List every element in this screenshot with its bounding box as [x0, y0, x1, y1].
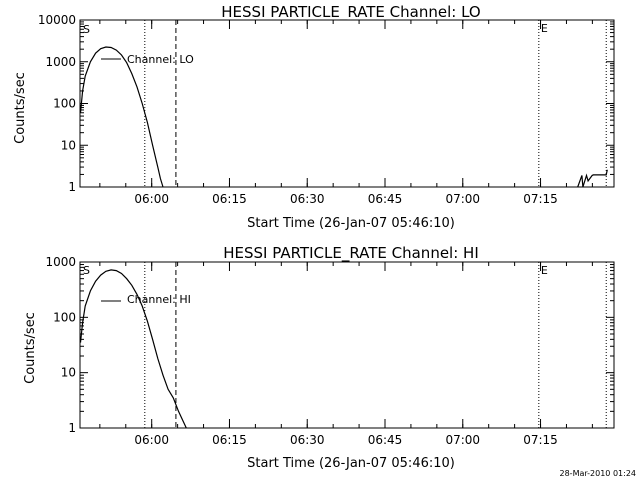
- y-tick-label: 100: [53, 97, 76, 111]
- start-marker: S: [83, 23, 90, 36]
- event-marker-label: E: [541, 22, 548, 35]
- x-tick-label: 06:45: [368, 192, 403, 206]
- panel-lo: HESSI PARTICLE_RATE Channel: LO Start Ti…: [13, 3, 615, 231]
- plot-frame: [79, 19, 615, 188]
- y-tick-label: 1: [68, 421, 76, 435]
- y-tick-label: 100: [53, 310, 76, 324]
- legend-label: Channel: LO: [127, 53, 194, 66]
- y-axis-label: Counts/sec: [23, 312, 38, 384]
- y-axis-label: Counts/sec: [13, 72, 28, 144]
- render-timestamp: 28-Mar-2010 01:24: [560, 469, 637, 478]
- x-tick-label: 06:15: [212, 192, 247, 206]
- x-tick-label: 06:45: [368, 433, 403, 447]
- legend-label: Channel: HI: [127, 293, 191, 306]
- y-tick-label: 1000: [45, 255, 76, 269]
- x-tick-label: 07:00: [445, 192, 480, 206]
- series-line: [577, 169, 608, 188]
- x-tick-label: 06:30: [290, 433, 325, 447]
- x-axis-label: Start Time (26-Jan-07 05:46:10): [247, 456, 455, 471]
- y-tick-label: 1: [68, 180, 76, 194]
- x-tick-label: 06:00: [134, 433, 169, 447]
- start-marker: S: [83, 264, 90, 277]
- panel-hi: HESSI PARTICLE_RATE Channel: HI Start Ti…: [23, 244, 615, 471]
- chart-title: HESSI PARTICLE_RATE Channel: HI: [223, 244, 479, 263]
- x-tick-label: 07:15: [523, 192, 558, 206]
- y-tick-label: 10: [61, 366, 76, 380]
- x-tick-label: 07:00: [445, 433, 480, 447]
- plot-frame: [79, 261, 615, 429]
- chart-title: HESSI PARTICLE_RATE Channel: LO: [221, 3, 480, 22]
- x-tick-label: 07:15: [523, 433, 558, 447]
- y-tick-label: 10000: [38, 13, 76, 27]
- x-tick-label: 06:00: [134, 192, 169, 206]
- series-line: [79, 269, 187, 429]
- y-tick-label: 1000: [45, 55, 76, 69]
- y-tick-label: 10: [61, 138, 76, 152]
- event-marker-label: E: [541, 264, 548, 277]
- x-tick-label: 06:15: [212, 433, 247, 447]
- series-line: [79, 46, 164, 188]
- x-tick-label: 06:30: [290, 192, 325, 206]
- x-axis-label: Start Time (26-Jan-07 05:46:10): [247, 216, 455, 231]
